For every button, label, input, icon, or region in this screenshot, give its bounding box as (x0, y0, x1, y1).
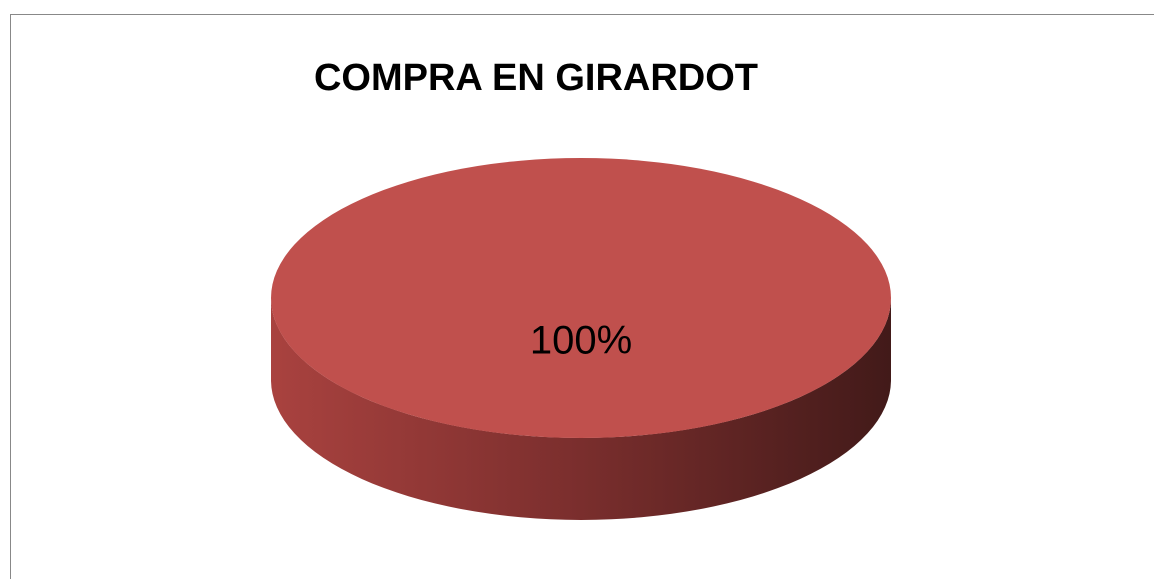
pie-slice (271, 158, 891, 438)
data-label: 100% (530, 319, 632, 363)
chart-title: COMPRA EN GIRARDOT (314, 57, 758, 99)
pie-side (271, 298, 891, 520)
